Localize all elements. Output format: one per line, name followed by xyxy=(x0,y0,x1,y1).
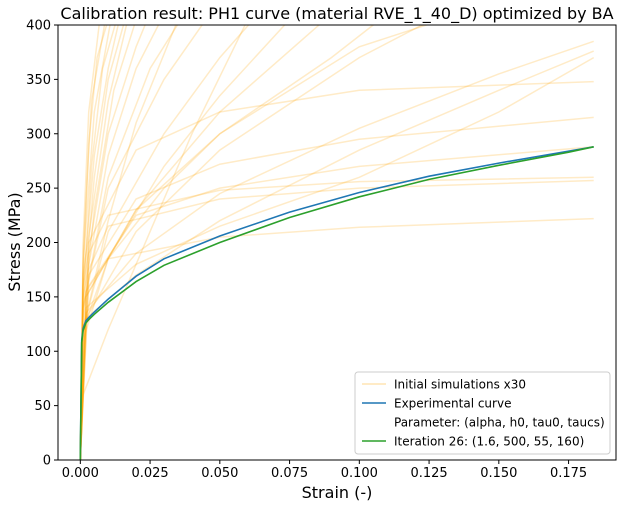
x-tick-label: 0.025 xyxy=(131,466,168,481)
initial-simulation-line-30 xyxy=(79,25,246,460)
y-tick-label: 100 xyxy=(26,345,51,360)
initial-simulation-line-6 xyxy=(79,146,594,460)
y-tick-label: 50 xyxy=(34,399,51,414)
x-tick-label: 0.150 xyxy=(480,466,517,481)
legend-label-experimental: Experimental curve xyxy=(394,397,511,411)
initial-simulation-line-11 xyxy=(79,25,321,460)
y-tick-label: 150 xyxy=(26,290,51,305)
y-tick-label: 0 xyxy=(43,454,51,469)
legend-label-initial: Initial simulations x30 xyxy=(394,378,526,392)
initial-simulation-line-10 xyxy=(79,25,424,460)
initial-simulation-line-5 xyxy=(79,116,594,460)
y-tick-label: 250 xyxy=(26,182,51,197)
y-tick-label: 350 xyxy=(26,73,51,88)
y-tick-label: 200 xyxy=(26,236,51,251)
initial-simulation-line-13 xyxy=(79,25,250,460)
x-tick-label: 0.100 xyxy=(341,466,378,481)
x-tick-label: 0.075 xyxy=(271,466,308,481)
iteration-curve-line xyxy=(79,146,594,460)
x-tick-label: 0.000 xyxy=(62,466,99,481)
initial-simulation-line-9 xyxy=(79,50,594,460)
y-tick-label: 300 xyxy=(26,127,51,142)
x-axis-ticks: 0.000 0.025 0.050 0.075 0.100 0.125 0.150 0.175 xyxy=(62,460,587,481)
y-axis-label: Stress (MPa) xyxy=(5,192,24,291)
x-tick-label: 0.050 xyxy=(201,466,238,481)
legend: Initial simulations x30 Experimental cur… xyxy=(354,371,611,455)
initial-simulation-line-3 xyxy=(79,217,594,460)
legend-label-iteration: Iteration 26: (1.6, 500, 55, 160) xyxy=(394,435,584,449)
legend-box xyxy=(354,371,611,455)
initial-simulations-layer xyxy=(79,25,595,460)
y-axis-ticks: 0 50 100 150 200 250 300 350 400 xyxy=(26,19,58,469)
x-tick-label: 0.175 xyxy=(550,466,587,481)
legend-label-parameter: Parameter: (alpha, h0, tau0, taucs) xyxy=(394,416,605,430)
initial-simulation-line-25 xyxy=(79,25,177,460)
initial-simulation-line-4 xyxy=(79,80,594,460)
chart-title: Calibration result: PH1 curve (material … xyxy=(60,4,613,24)
initial-simulation-line-7 xyxy=(79,56,595,460)
x-tick-label: 0.125 xyxy=(410,466,447,481)
initial-simulation-line-2 xyxy=(79,176,594,460)
y-tick-label: 400 xyxy=(26,19,51,34)
x-axis-label: Strain (-) xyxy=(302,483,373,502)
initial-simulation-line-12 xyxy=(79,25,286,460)
main-series-layer xyxy=(79,146,594,460)
initial-simulation-line-8 xyxy=(79,40,594,460)
